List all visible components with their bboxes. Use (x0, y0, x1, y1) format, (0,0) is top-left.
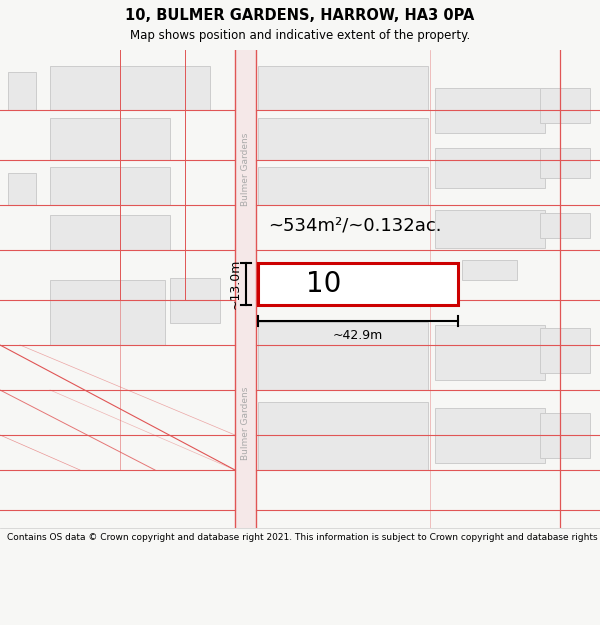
Bar (258, 167, 428, 205)
Bar (258, 118, 428, 160)
Text: 10: 10 (307, 270, 341, 298)
Bar (258, 402, 428, 470)
Bar (435, 325, 545, 380)
Bar (540, 88, 590, 123)
Bar (435, 408, 545, 463)
Bar (50, 66, 210, 110)
Bar (462, 260, 517, 280)
Bar (435, 210, 545, 248)
Bar (540, 213, 590, 238)
Bar (435, 148, 545, 188)
Bar (258, 263, 458, 305)
Bar (540, 413, 590, 458)
Text: ~13.0m: ~13.0m (229, 259, 242, 309)
Bar (258, 66, 428, 110)
Bar (235, 50, 256, 528)
Bar (170, 278, 220, 323)
Bar (50, 280, 165, 345)
Bar (50, 118, 170, 160)
Bar (50, 215, 170, 250)
Text: Map shows position and indicative extent of the property.: Map shows position and indicative extent… (130, 29, 470, 41)
Bar (50, 167, 170, 205)
Bar (8, 72, 36, 110)
Bar (540, 328, 590, 373)
Bar (258, 322, 428, 390)
Text: Bulmer Gardens: Bulmer Gardens (241, 386, 250, 459)
Bar (435, 88, 545, 133)
Text: Bulmer Gardens: Bulmer Gardens (241, 132, 250, 206)
Text: 10, BULMER GARDENS, HARROW, HA3 0PA: 10, BULMER GARDENS, HARROW, HA3 0PA (125, 8, 475, 22)
Bar (540, 148, 590, 178)
Bar (8, 173, 36, 205)
Text: ~534m²/~0.132ac.: ~534m²/~0.132ac. (268, 216, 442, 234)
Text: Contains OS data © Crown copyright and database right 2021. This information is : Contains OS data © Crown copyright and d… (7, 533, 600, 542)
Text: ~42.9m: ~42.9m (333, 329, 383, 342)
